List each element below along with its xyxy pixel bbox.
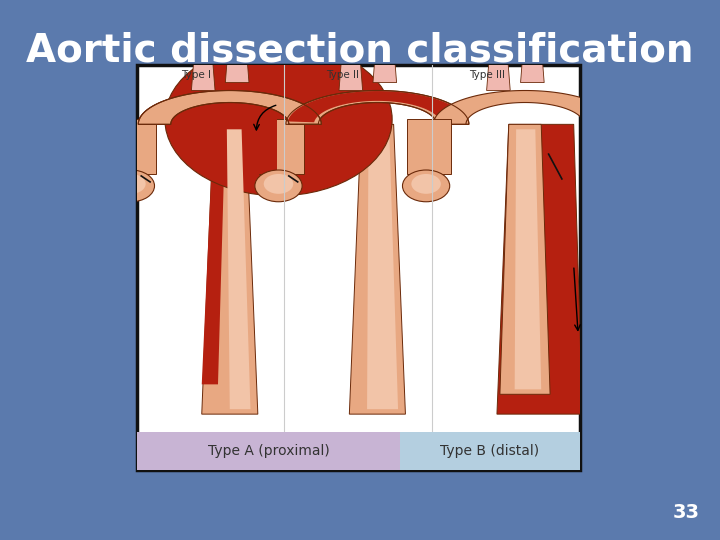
Polygon shape [225,45,249,83]
Circle shape [165,43,392,196]
Text: Type I: Type I [181,70,211,80]
Circle shape [402,170,450,202]
Circle shape [411,174,441,194]
Circle shape [107,170,155,202]
Polygon shape [433,91,616,124]
Circle shape [255,170,302,202]
Polygon shape [138,91,321,124]
Polygon shape [202,124,258,414]
Polygon shape [202,124,225,384]
Polygon shape [227,129,251,409]
Polygon shape [407,119,451,174]
Text: 33: 33 [673,503,700,522]
Polygon shape [373,45,397,83]
Polygon shape [497,124,582,414]
Polygon shape [138,90,317,122]
Polygon shape [259,119,277,174]
Polygon shape [259,119,304,174]
Polygon shape [349,124,405,414]
Text: based on the site of the intimal tear: based on the site of the intimal tear [147,72,573,92]
Bar [400,432,580,470]
Polygon shape [112,119,156,174]
Circle shape [116,174,145,194]
Polygon shape [286,91,469,124]
Text: Type II: Type II [325,70,359,80]
Polygon shape [112,119,127,174]
Text: Type III: Type III [469,70,505,80]
Bar [137,65,580,470]
Polygon shape [487,53,510,91]
Text: Aortic dissection classification: Aortic dissection classification [26,31,694,69]
Text: Type A (proximal): Type A (proximal) [207,444,330,458]
Circle shape [264,174,293,194]
Polygon shape [521,45,544,83]
Text: Type B (distal): Type B (distal) [441,444,539,458]
Polygon shape [288,91,467,122]
Polygon shape [367,129,398,409]
Polygon shape [339,53,363,91]
Bar [137,432,400,470]
Polygon shape [192,53,215,91]
Polygon shape [500,124,550,394]
Polygon shape [515,129,541,389]
